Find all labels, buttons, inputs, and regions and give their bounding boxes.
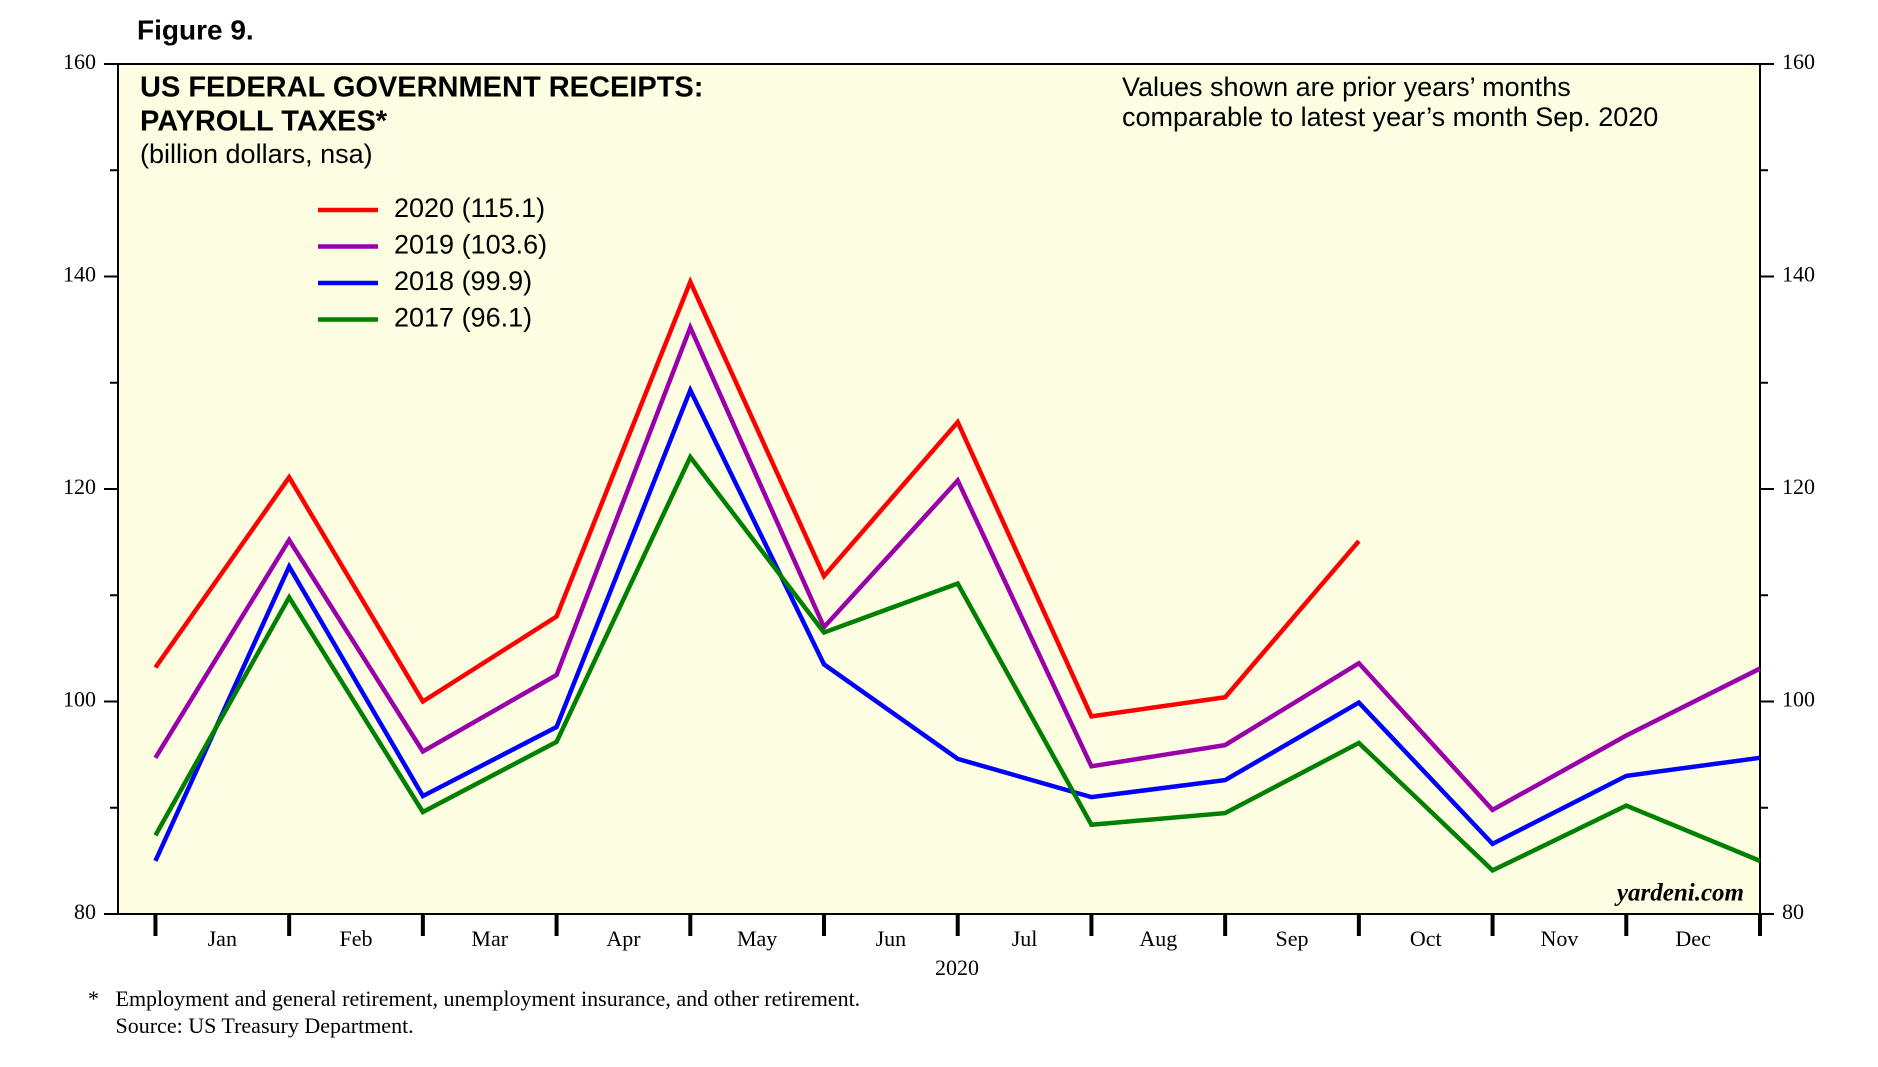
x-tick-label: Jan [208,926,237,951]
y-tick-label: 80 [74,899,96,924]
chart-title: US FEDERAL GOVERNMENT RECEIPTS: [140,72,703,104]
legend-label: 2020 (115.1) [394,193,545,223]
annotation: Values shown are prior years’ months [1122,72,1571,102]
x-tick-label: Mar [471,926,508,951]
x-tick-label: Jun [876,926,907,951]
series-line [153,384,1761,862]
legend-label: 2019 (103.6) [394,230,547,260]
x-tick-label: Feb [340,926,373,951]
x-tick-label: Sep [1276,926,1309,951]
watermark: yardeni.com [1614,880,1744,907]
y2-tick-label: 120 [1782,474,1815,499]
figure-label: Figure 9. [137,14,254,45]
plot-area [117,63,1761,915]
legend-label: 2018 (99.9) [394,266,532,296]
y2-tick-label: 160 [1782,49,1815,74]
x-tick-label: Nov [1540,926,1578,951]
y-tick-label: 140 [63,262,96,287]
y-tick-label: 120 [63,474,96,499]
y-tick-label: 160 [63,49,96,74]
annotation: comparable to latest year’s month Sep. 2… [1122,102,1658,132]
x-tick-label: Oct [1410,926,1442,951]
x-tick-label: Dec [1675,926,1711,951]
y2-tick-label: 140 [1782,262,1815,287]
y-tick-label: 100 [63,687,96,712]
y2-tick-label: 80 [1782,899,1804,924]
x-tick-label: Apr [606,926,641,951]
x-axis-label: 2020 [935,955,979,980]
footnote: Source: US Treasury Department. [88,1013,414,1038]
series-line [153,452,1761,874]
y2-tick-label: 100 [1782,687,1815,712]
chart-title: PAYROLL TAXES* [140,106,388,138]
footnote: * Employment and general retirement, une… [88,986,860,1011]
x-tick-label: May [737,926,777,951]
x-tick-label: Jul [1012,926,1038,951]
chart-subtitle: (billion dollars, nsa) [140,139,373,169]
legend-label: 2017 (96.1) [394,303,532,333]
x-tick-label: Aug [1139,926,1177,951]
series-line [153,276,1361,719]
series-line [153,321,1762,813]
